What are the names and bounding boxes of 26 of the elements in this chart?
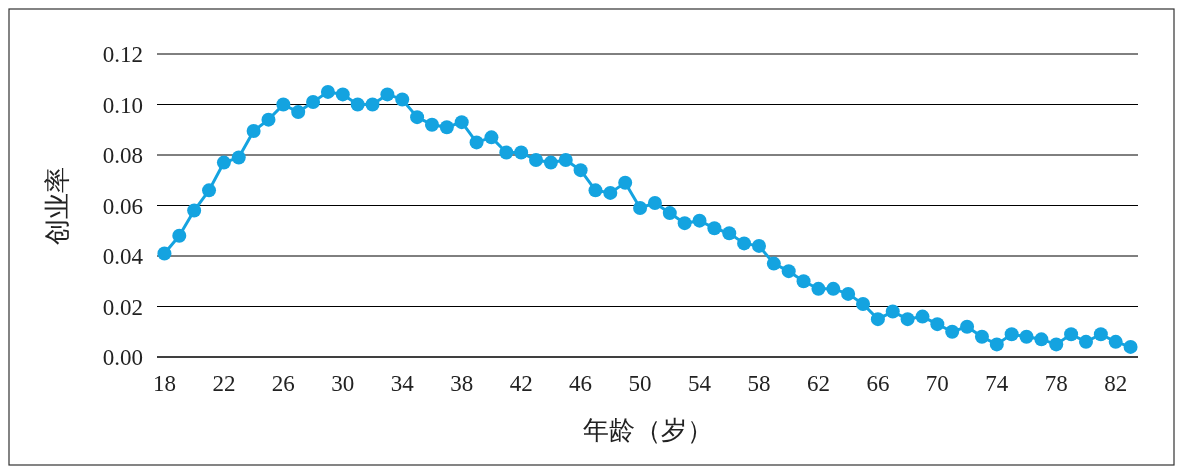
x-tick-label: 34: [390, 371, 415, 396]
x-tick-label: 50: [628, 371, 652, 396]
y-tick-label: 0.02: [102, 294, 143, 320]
x-tick-label: 42: [509, 371, 533, 396]
y-axis-title: 创业率: [43, 166, 72, 245]
x-tick-label: 18: [152, 371, 176, 396]
y-tick-label: 0.06: [102, 193, 143, 219]
x-tick-label: 66: [866, 371, 890, 396]
y-tick-label: 0.04: [102, 244, 144, 269]
x-tick-label: 70: [925, 371, 949, 396]
x-tick-label: 74: [985, 371, 1009, 396]
x-tick-label: 46: [569, 371, 593, 396]
x-axis-title: 年龄（岁）: [582, 416, 713, 445]
x-tick-label: 62: [806, 371, 830, 396]
x-tick-label: 26: [271, 371, 295, 396]
y-tick-label: 0.08: [102, 143, 143, 168]
y-tick-label: 0.12: [102, 42, 143, 67]
x-tick-label: 82: [1104, 371, 1128, 396]
x-tick-label: 30: [331, 371, 355, 396]
x-tick-label: 38: [450, 371, 474, 396]
x-tick-label: 58: [747, 371, 771, 396]
y-tick-label: 0.00: [102, 345, 143, 370]
x-tick-label: 54: [688, 371, 712, 396]
x-tick-label: 78: [1044, 371, 1068, 396]
y-tick-label: 0.10: [102, 92, 143, 118]
x-tick-label: 22: [212, 371, 236, 396]
